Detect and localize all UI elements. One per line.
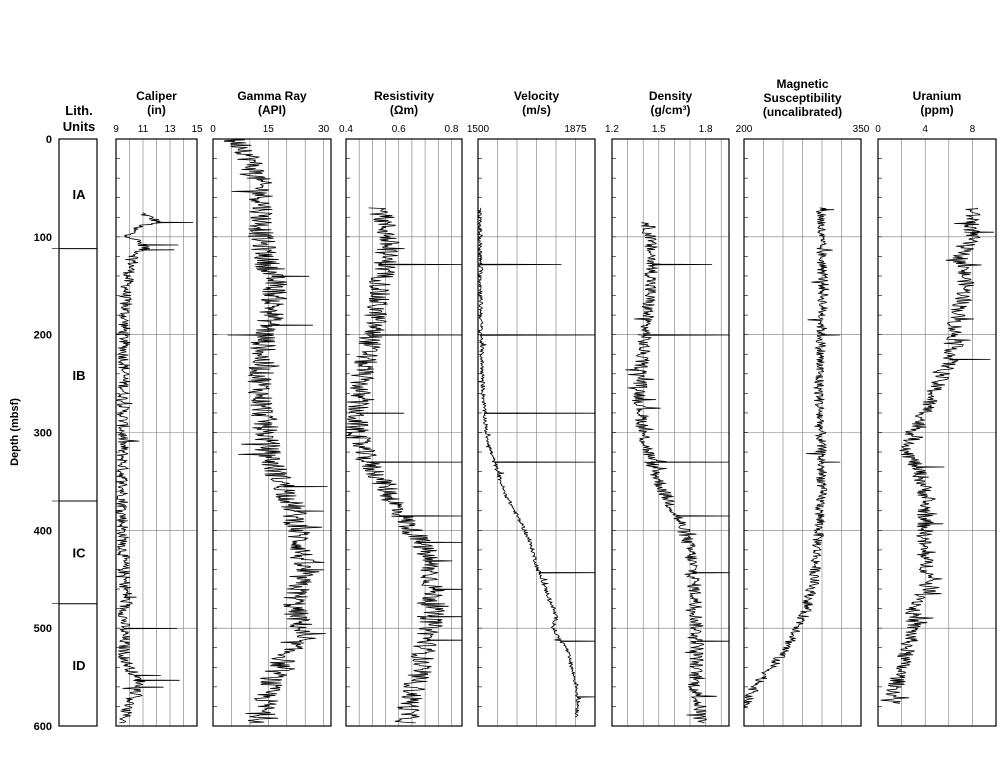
- panel-velocity: Velocity(m/s) 1500 1875: [467, 89, 596, 727]
- panel-frame: [877, 138, 997, 727]
- panel-unit: (ppm): [920, 103, 953, 117]
- panel-tick-label: 9: [113, 124, 119, 135]
- panel-tick-label: 8: [970, 124, 976, 135]
- panel-frame: [477, 138, 596, 727]
- panel-tick-label: 30: [318, 124, 330, 135]
- panel-tick-label: 1.8: [699, 124, 713, 135]
- panel-tick-label: 15: [263, 124, 275, 135]
- panel-tick-label: 350: [853, 124, 870, 135]
- panel-curve-density: [625, 222, 730, 724]
- panel-tick-label: 15: [191, 124, 203, 135]
- lith-unit-label: ID: [73, 658, 86, 673]
- panel-title: Resistivity: [374, 89, 434, 103]
- lith-units-title-1: Lith.: [65, 103, 92, 118]
- lith-unit-label: IC: [73, 545, 87, 560]
- panel-resistivity: Resistivity(Ωm) 0.4 0.6 0.8: [339, 89, 463, 727]
- panel-unit: (API): [258, 103, 286, 117]
- panel-tick-label: 0: [210, 124, 216, 135]
- panel-gamma: Gamma Ray(API) 0 15 30: [210, 89, 332, 727]
- panel-curve-magsus: [743, 207, 841, 709]
- panel-unit: (m/s): [522, 103, 551, 117]
- panel-frame: [611, 138, 730, 727]
- depth-tick-label: 0: [46, 134, 52, 146]
- panel-tick-label: 0.8: [445, 124, 459, 135]
- panel-frame: [345, 138, 463, 727]
- panel-frame: [115, 138, 198, 727]
- panel-tick-label: 200: [736, 124, 753, 135]
- depth-tick-label: 100: [34, 232, 52, 244]
- depth-axis-title: Depth (mbsf): [9, 398, 21, 466]
- lith-units-column: Lith.Units IA IB IC ID: [52, 103, 98, 727]
- panel-tick-label: 1.5: [652, 124, 666, 135]
- depth-tick-label: 500: [34, 623, 52, 635]
- lith-units-title-2: Units: [63, 119, 96, 134]
- panel-tick-label: 11: [138, 124, 149, 135]
- panel-curve-caliper: [115, 212, 194, 724]
- panel-title: Density: [649, 89, 693, 103]
- panel-uranium: Uranium(ppm) 0 4 8: [875, 89, 997, 727]
- panel-frame: [743, 138, 862, 727]
- panel-unit: (Ωm): [390, 103, 418, 117]
- panel-frame: [212, 138, 332, 727]
- panel-tick-label: 0.4: [339, 124, 353, 135]
- panel-tick-label: 0.6: [392, 124, 406, 135]
- panel-unit: (uncalibrated): [763, 105, 842, 119]
- lith-unit-label: IB: [73, 368, 86, 383]
- panel-title: Caliper: [136, 89, 177, 103]
- panel-title: Magnetic: [776, 77, 828, 91]
- panel-tick-label: 0: [875, 124, 881, 135]
- panel-tick-label: 1500: [467, 124, 490, 135]
- panel-curve-uranium: [880, 207, 994, 704]
- depth-axis-label: Depth (mbsf): [9, 398, 21, 466]
- panel-title: Uranium: [913, 89, 962, 103]
- depth-tick-label: 300: [34, 428, 52, 440]
- depth-tick-label: 400: [34, 525, 52, 537]
- log-panels: Caliper(in) 9 11 13 15 Gamma Ray(API) 0 15 30 Res…: [113, 77, 997, 727]
- panel-curve-resistivity: [345, 207, 463, 724]
- panel-tick-label: 4: [922, 124, 928, 135]
- lith-units-frame: [58, 138, 98, 727]
- panel-tick-label: 1.2: [605, 124, 619, 135]
- panel-caliper: Caliper(in) 9 11 13 15: [113, 89, 203, 727]
- lith-unit-label: IA: [73, 187, 87, 202]
- panel-unit: (g/cm³): [651, 103, 691, 117]
- depth-axis-ticks: 0 100 200 300 400 500 600: [34, 134, 52, 733]
- panel-density: Density(g/cm³) 1.2 1.5 1.8: [605, 89, 730, 727]
- depth-tick-label: 200: [34, 330, 52, 342]
- panel-tick-label: 13: [164, 124, 176, 135]
- depth-tick-label: 600: [34, 721, 52, 733]
- panel-curve-gamma: [223, 138, 328, 724]
- panel-curve-velocity: [477, 207, 596, 718]
- panel-tick-label: 1875: [564, 124, 587, 135]
- panel-title: Velocity: [514, 89, 560, 103]
- panel-unit: (in): [147, 103, 166, 117]
- panel-title: Gamma Ray: [237, 89, 307, 103]
- panel-title-line2: Susceptibility: [763, 91, 841, 105]
